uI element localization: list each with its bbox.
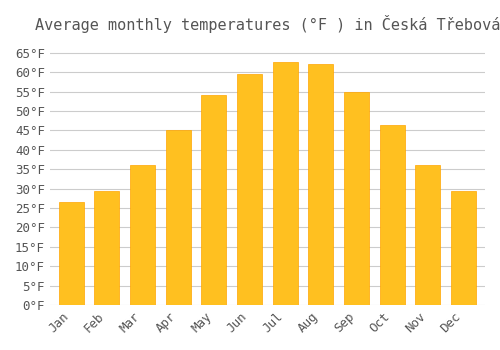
Bar: [273, 62, 297, 305]
Title: Average monthly temperatures (°F ) in Česká Třebová: Average monthly temperatures (°F ) in Če…: [34, 15, 500, 33]
Bar: [130, 165, 155, 305]
Bar: [416, 165, 440, 305]
Bar: [59, 202, 84, 305]
Bar: [380, 125, 404, 305]
Bar: [94, 190, 120, 305]
Bar: [344, 92, 369, 305]
Bar: [451, 190, 476, 305]
Bar: [166, 131, 190, 305]
Bar: [308, 64, 334, 305]
Bar: [202, 96, 226, 305]
Bar: [237, 74, 262, 305]
